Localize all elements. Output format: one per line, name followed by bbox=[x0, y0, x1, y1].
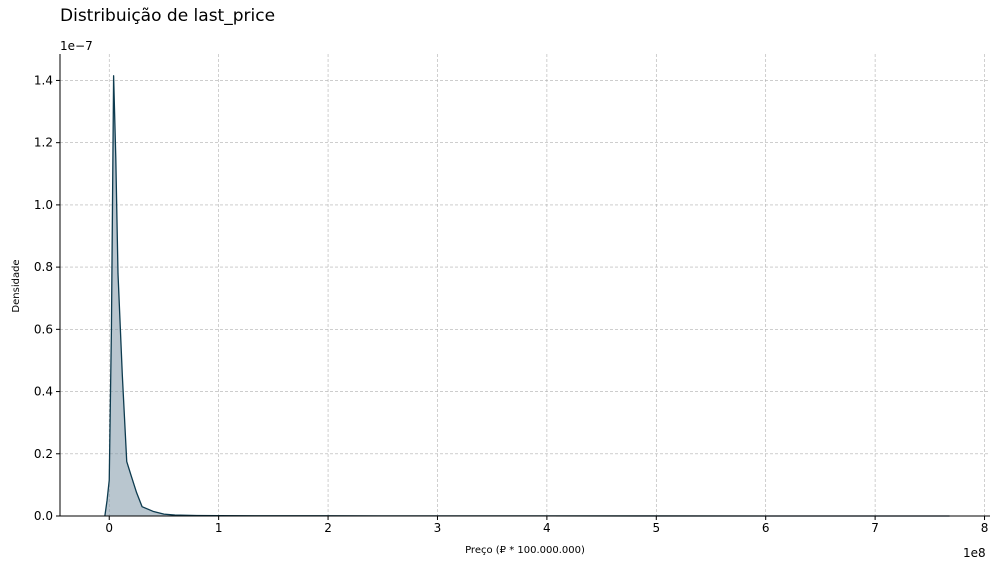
x-tick-label: 8 bbox=[981, 521, 989, 535]
y-tick-label: 0.8 bbox=[34, 260, 53, 274]
y-tick-label: 1.4 bbox=[34, 73, 53, 87]
y-tick-label: 0.2 bbox=[34, 447, 53, 461]
series-layer bbox=[104, 75, 950, 517]
x-tick-label: 1 bbox=[215, 521, 223, 535]
x-tick-label: 0 bbox=[105, 521, 113, 535]
y-offset-label: 1e−7 bbox=[60, 39, 93, 53]
y-tick-label: 0.4 bbox=[34, 385, 53, 399]
ticks: 0 1 2 3 4 5 6 7 8 0.0 0.2 0.4 0.6 0.8 1.0 1.2 1.4 bbox=[34, 73, 988, 535]
y-axis-label: Densidade bbox=[11, 259, 22, 312]
y-tick-label: 0.6 bbox=[34, 322, 53, 336]
x-axis-label: Preço (₽ * 100.000.000) bbox=[465, 545, 585, 556]
y-tick-label: 1.0 bbox=[34, 198, 53, 212]
y-tick-label: 1.2 bbox=[34, 136, 53, 150]
density-line-0 bbox=[104, 75, 950, 517]
x-tick-label: 6 bbox=[762, 521, 770, 535]
axes bbox=[59, 54, 990, 517]
grid-lines bbox=[60, 54, 990, 517]
x-offset-label: 1e8 bbox=[963, 546, 986, 560]
x-tick-label: 3 bbox=[434, 521, 442, 535]
x-tick-label: 5 bbox=[652, 521, 660, 535]
x-tick-label: 7 bbox=[871, 521, 879, 535]
x-tick-label: 4 bbox=[543, 521, 551, 535]
y-tick-label: 0.0 bbox=[34, 509, 53, 523]
density-area-0 bbox=[104, 75, 950, 516]
x-tick-label: 2 bbox=[324, 521, 332, 535]
chart-title: Distribuição de last_price bbox=[60, 6, 276, 26]
